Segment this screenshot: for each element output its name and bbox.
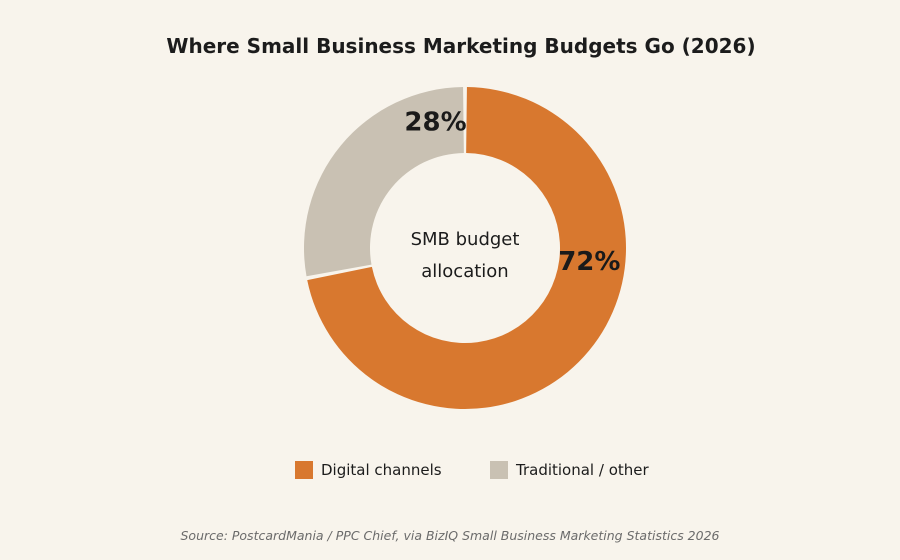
slice-value-labels: 72% 28% [404, 107, 620, 276]
center-label-line-1: SMB budget [411, 229, 520, 250]
donut-slice-digital-channels [307, 87, 626, 409]
donut-slice-traditional-other [304, 87, 464, 277]
legend-label-digital: Digital channels [321, 461, 442, 479]
slice-value-label-traditional-other: 28% [404, 107, 466, 137]
center-label-line-2: allocation [421, 261, 508, 282]
legend-swatch-digital [295, 461, 313, 479]
chart-title: Where Small Business Marketing Budgets G… [166, 34, 755, 58]
slice-value-label-digital-channels: 72% [558, 247, 620, 277]
legend-swatch-traditional [490, 461, 508, 479]
source-note: Source: PostcardMania / PPC Chief, via B… [180, 528, 719, 543]
legend-label-traditional: Traditional / other [515, 461, 649, 479]
donut-slices [304, 87, 626, 409]
legend: Digital channels Traditional / other [295, 461, 649, 479]
